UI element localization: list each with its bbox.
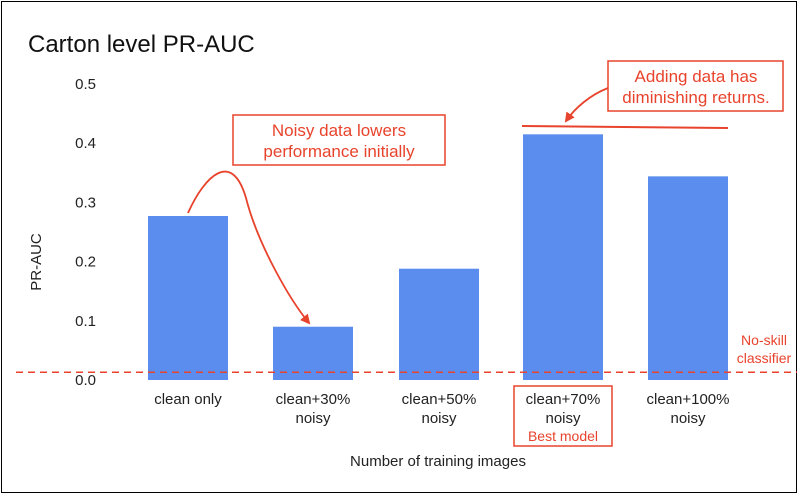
plateau-line — [521, 125, 729, 129]
annotation-text-diminishing: diminishing returns. — [622, 88, 769, 107]
y-tick-label: 0.5 — [75, 76, 96, 93]
category-label: noisy — [421, 410, 457, 427]
annotation-text-diminishing: Adding data has — [635, 67, 758, 86]
best-model-box — [513, 385, 613, 447]
y-tick-label: 0.2 — [75, 254, 96, 271]
category-label: clean+50% — [402, 391, 477, 408]
bars — [148, 134, 728, 380]
y-tick-label: 0.0 — [75, 372, 96, 389]
annotation-text-noisy: performance initially — [263, 142, 415, 161]
bar — [523, 134, 603, 380]
baseline-label: No-skill — [741, 332, 787, 348]
annotation-text-noisy: Noisy data lowers — [272, 121, 406, 140]
bar — [399, 268, 479, 380]
y-axis-label: PR-AUC — [28, 233, 45, 291]
category-label: clean+100% — [647, 391, 730, 408]
bar — [648, 176, 728, 380]
annotation-box-noisy — [232, 114, 446, 166]
annotation-arrow-diminishing — [564, 87, 609, 123]
annotation-box-diminishing — [607, 60, 784, 112]
bar — [148, 216, 228, 380]
category-label: noisy — [545, 410, 581, 427]
y-tick-label: 0.4 — [75, 135, 96, 152]
category-label: noisy — [670, 410, 706, 427]
no-skill-baseline: No-skill classifier — [16, 332, 797, 374]
chart-title: Carton level PR-AUC — [28, 31, 255, 58]
baseline-label: classifier — [737, 350, 792, 366]
best-model-label: Best model — [528, 428, 598, 444]
category-label: clean+30% — [276, 391, 351, 408]
x-axis-label: Number of training images — [350, 453, 526, 470]
category-label: clean only — [154, 391, 222, 408]
annotation-arrow-noisy — [187, 170, 311, 325]
y-tick-label: 0.1 — [75, 313, 96, 330]
bar — [273, 326, 353, 380]
category-labels: clean only clean+30% noisy clean+50% noisy cl… — [154, 385, 730, 447]
y-tick-labels: 0.0 0.1 0.2 0.3 0.4 0.5 — [75, 76, 96, 389]
y-tick-label: 0.3 — [75, 194, 96, 211]
category-label: noisy — [295, 410, 331, 427]
category-label: clean+70% — [526, 391, 601, 408]
annotations: Noisy data lowers performance initially Ad… — [187, 60, 784, 325]
